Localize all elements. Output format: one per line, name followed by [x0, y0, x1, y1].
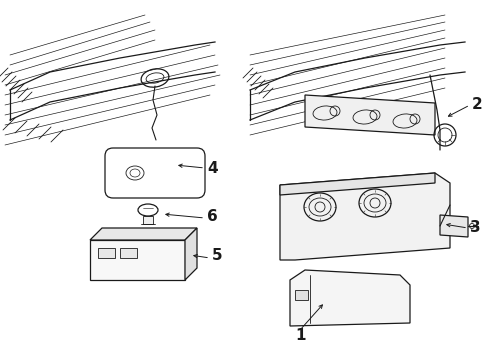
Text: 1: 1: [295, 328, 305, 342]
Polygon shape: [440, 215, 468, 237]
Polygon shape: [280, 173, 435, 195]
Text: 3: 3: [470, 220, 481, 234]
Text: 5: 5: [212, 248, 222, 264]
Polygon shape: [305, 95, 435, 135]
Polygon shape: [90, 240, 185, 280]
Polygon shape: [185, 228, 197, 280]
Polygon shape: [143, 216, 153, 224]
Text: 2: 2: [472, 96, 483, 112]
Polygon shape: [90, 228, 197, 240]
Text: 6: 6: [207, 208, 218, 224]
Polygon shape: [290, 270, 410, 326]
Polygon shape: [98, 248, 115, 258]
Polygon shape: [295, 290, 308, 300]
FancyBboxPatch shape: [105, 148, 205, 198]
Text: 4: 4: [207, 161, 218, 176]
Polygon shape: [280, 173, 450, 260]
Polygon shape: [120, 248, 137, 258]
